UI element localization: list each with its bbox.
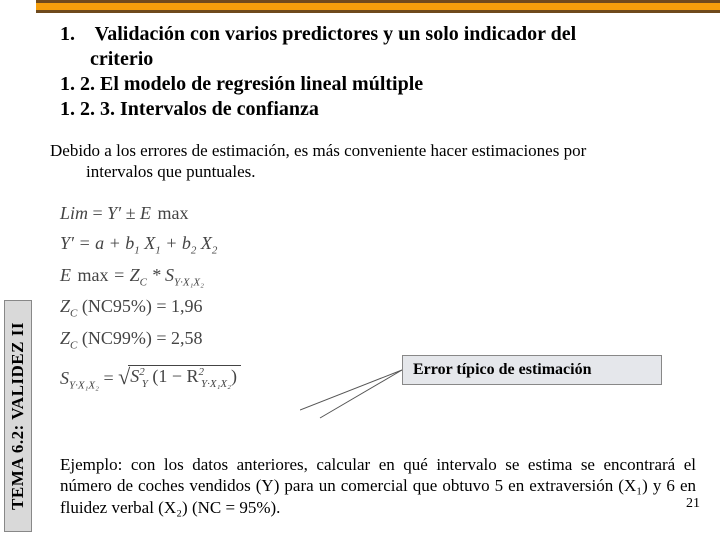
formula-emax: E max = ZC * SY·X₁X₂ bbox=[60, 262, 360, 292]
border-orange bbox=[36, 3, 720, 10]
formula-block: Lim = Y′ ± E max Y′ = a + b1 X1 + b2 X2 … bbox=[60, 200, 360, 397]
formula-lim: Lim = Y′ ± E max bbox=[60, 200, 360, 228]
heading-line-1: Validación con varios predictores y un s… bbox=[95, 23, 577, 45]
heading-num-1: 1. bbox=[60, 23, 75, 45]
intro-line-1: Debido a los errores de estimación, es m… bbox=[50, 140, 696, 161]
formula-zc99: ZC (NC99%) = 2,58 bbox=[60, 325, 360, 355]
intro-line-2: intervalos que puntuales. bbox=[50, 161, 696, 182]
callout-box: Error típico de estimación bbox=[402, 355, 662, 385]
sidebar-label: TEMA 6.2: VALIDEZ II bbox=[8, 322, 28, 510]
slide-heading: 1. Validación con varios predictores y u… bbox=[60, 22, 696, 122]
example-paragraph: Ejemplo: con los datos anteriores, calcu… bbox=[60, 454, 696, 518]
heading-line-2: 1. 2. El modelo de regresión lineal múlt… bbox=[60, 72, 696, 97]
heading-line-3: 1. 2. 3. Intervalos de confianza bbox=[60, 97, 696, 122]
intro-paragraph: Debido a los errores de estimación, es m… bbox=[50, 140, 696, 183]
formula-syx: SY·X₁X₂ = √ S2Y (1 − R2Y·X₁X₂) bbox=[60, 360, 360, 395]
formula-yprime: Y′ = a + b1 X1 + b2 X2 bbox=[60, 230, 360, 260]
formula-zc95: ZC (NC95%) = 1,96 bbox=[60, 293, 360, 323]
page-number: 21 bbox=[686, 496, 700, 512]
sidebar-tab: TEMA 6.2: VALIDEZ II bbox=[4, 300, 32, 532]
heading-line-1b: criterio bbox=[60, 47, 696, 72]
top-border bbox=[0, 0, 720, 14]
example-text: Ejemplo: con los datos anteriores, calcu… bbox=[60, 455, 696, 517]
border-dark-bottom bbox=[36, 10, 720, 13]
callout-label: Error típico de estimación bbox=[413, 361, 592, 379]
